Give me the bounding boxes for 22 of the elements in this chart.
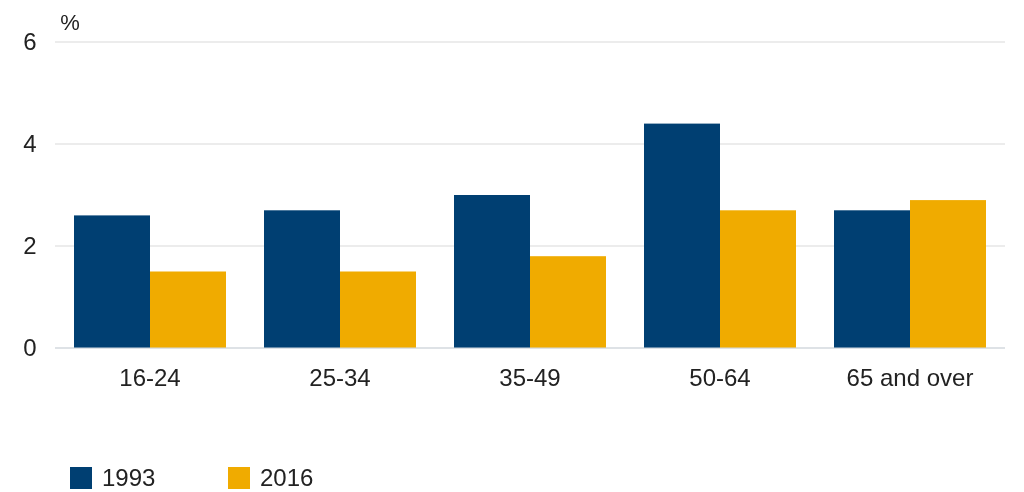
x-tick-label: 65 and over bbox=[846, 364, 974, 391]
legend-label: 1993 bbox=[102, 464, 156, 492]
bar bbox=[644, 123, 720, 348]
bar bbox=[910, 200, 986, 348]
bar bbox=[720, 210, 796, 348]
x-tick-label: 25-34 bbox=[309, 364, 371, 391]
bar bbox=[264, 210, 340, 348]
bar bbox=[150, 271, 226, 348]
x-tick-label: 35-49 bbox=[499, 364, 561, 391]
y-axis-title: % bbox=[60, 10, 80, 35]
legend-label: 2016 bbox=[260, 464, 314, 492]
bar bbox=[74, 215, 150, 348]
x-tick-label: 16-24 bbox=[119, 364, 181, 391]
y-tick-label: 4 bbox=[23, 130, 37, 158]
bar bbox=[454, 195, 530, 348]
y-tick-label: 6 bbox=[23, 28, 37, 56]
bar bbox=[834, 210, 910, 348]
x-tick-label: 50-64 bbox=[689, 364, 751, 391]
bar bbox=[340, 271, 416, 348]
y-tick-label: 2 bbox=[23, 232, 37, 260]
y-tick-label: 0 bbox=[23, 334, 37, 362]
bar bbox=[530, 256, 606, 348]
